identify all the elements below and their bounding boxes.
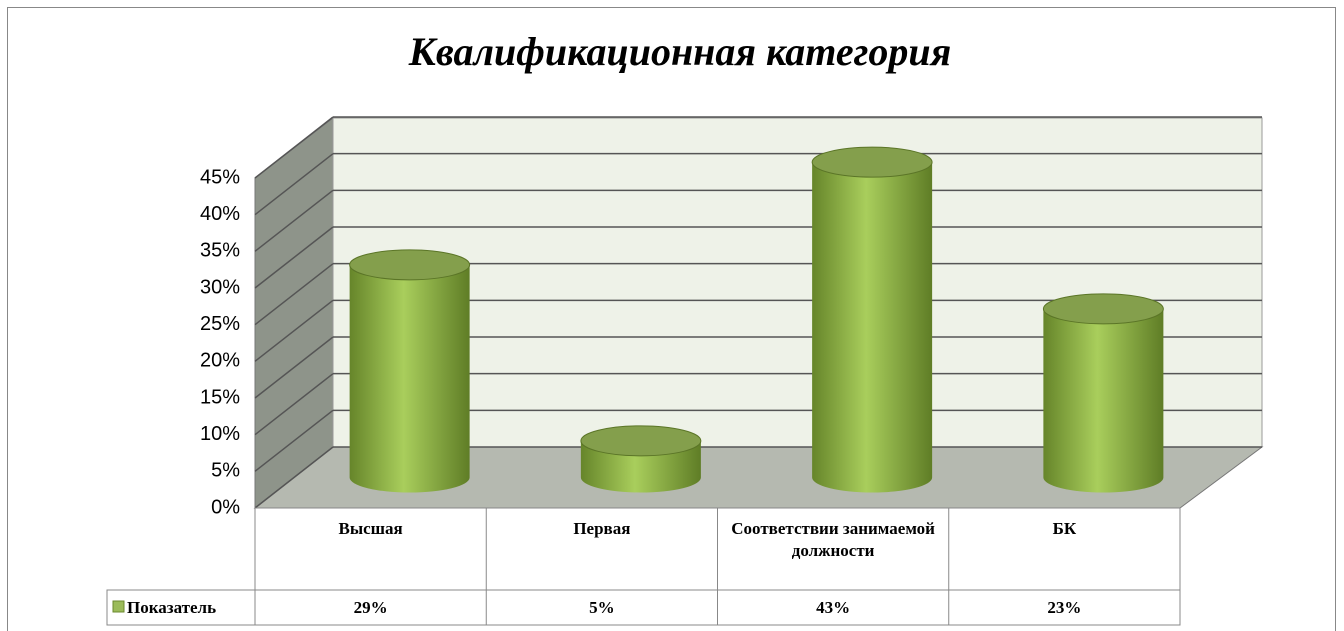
y-tick-label: 35% xyxy=(200,240,240,262)
category-label: Соответствии занимаемой должности xyxy=(731,519,935,560)
y-tick-label: 45% xyxy=(200,166,240,188)
y-tick-label: 25% xyxy=(200,313,240,335)
grid-line xyxy=(254,153,334,216)
grid-line xyxy=(254,299,334,362)
bar-top xyxy=(811,146,933,178)
bar xyxy=(812,162,933,493)
chart-title: Квалификационная категория xyxy=(408,29,951,74)
data-label: 43% xyxy=(816,597,851,617)
legend-key xyxy=(112,600,125,613)
grid-line xyxy=(254,116,334,179)
bar xyxy=(349,264,470,493)
frame xyxy=(7,7,1336,631)
y-tick-label: 15% xyxy=(200,386,240,408)
bar xyxy=(1043,308,1164,493)
bar-top xyxy=(349,249,471,281)
y-tick-label: 0% xyxy=(211,496,240,518)
grid-line xyxy=(254,189,334,252)
grid-line xyxy=(254,336,334,399)
data-label: 5% xyxy=(589,597,615,617)
grid-line xyxy=(254,263,334,326)
y-tick-label: 5% xyxy=(211,460,240,482)
grid-line xyxy=(254,226,334,289)
y-tick-label: 10% xyxy=(200,423,240,445)
data-label: 29% xyxy=(353,597,388,617)
bar-top xyxy=(580,425,702,457)
grid-line xyxy=(254,373,334,436)
category-label: Высшая xyxy=(338,519,403,538)
side-wall xyxy=(254,116,334,510)
category-label: Первая xyxy=(573,519,631,538)
legend-label: Показатель xyxy=(127,597,217,617)
y-tick-label: 30% xyxy=(200,276,240,298)
grid-line xyxy=(254,446,334,509)
y-tick-label: 20% xyxy=(200,350,240,372)
data-label: 23% xyxy=(1047,597,1082,617)
table-border xyxy=(106,589,256,626)
bar-top xyxy=(1042,293,1164,325)
y-tick-label: 40% xyxy=(200,203,240,225)
category-label: БК xyxy=(1052,519,1077,538)
grid-line xyxy=(254,409,334,472)
